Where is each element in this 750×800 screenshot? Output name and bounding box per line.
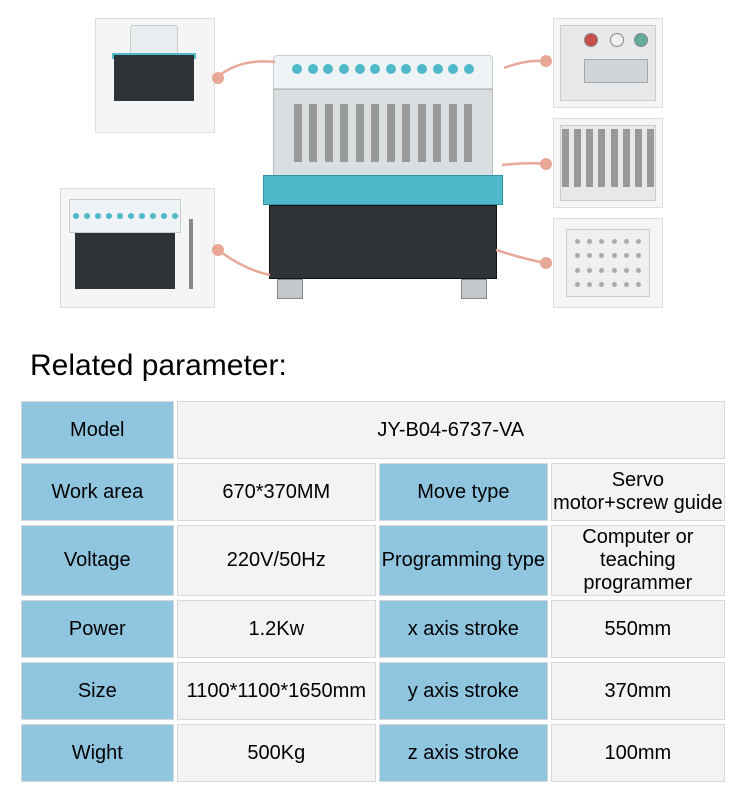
thumb-bottom-left: [60, 188, 215, 308]
value-model: JY-B04-6737-VA: [177, 401, 725, 459]
label-workarea: Work area: [21, 463, 174, 521]
main-machine-illustration: [233, 45, 528, 315]
table-row: Wight 500Kg z axis stroke 100mm: [21, 724, 725, 782]
thumb-right-2: [553, 118, 663, 208]
label-power: Power: [21, 600, 174, 658]
table-row: Model JY-B04-6737-VA: [21, 401, 725, 459]
table-row: Power 1.2Kw x axis stroke 550mm: [21, 600, 725, 658]
label-yaxis: y axis stroke: [379, 662, 548, 720]
thumb-right-1: [553, 18, 663, 108]
label-movetype: Move type: [379, 463, 548, 521]
table-row: Size 1100*1100*1650mm y axis stroke 370m…: [21, 662, 725, 720]
label-voltage: Voltage: [21, 525, 174, 596]
product-diagram: [0, 0, 750, 335]
parameter-table: Model JY-B04-6737-VA Work area 670*370MM…: [18, 397, 728, 786]
thumb-right-3: [553, 218, 663, 308]
value-yaxis: 370mm: [551, 662, 725, 720]
label-zaxis: z axis stroke: [379, 724, 548, 782]
value-zaxis: 100mm: [551, 724, 725, 782]
label-programming: Programming type: [379, 525, 548, 596]
label-model: Model: [21, 401, 174, 459]
label-weight: Wight: [21, 724, 174, 782]
table-row: Work area 670*370MM Move type Servo moto…: [21, 463, 725, 521]
value-movetype: Servo motor+screw guide: [551, 463, 725, 521]
label-size: Size: [21, 662, 174, 720]
value-workarea: 670*370MM: [177, 463, 376, 521]
value-weight: 500Kg: [177, 724, 376, 782]
value-programming: Computer or teaching programmer: [551, 525, 725, 596]
value-xaxis: 550mm: [551, 600, 725, 658]
table-row: Voltage 220V/50Hz Programming type Compu…: [21, 525, 725, 596]
value-size: 1100*1100*1650mm: [177, 662, 376, 720]
section-heading: Related parameter:: [0, 335, 750, 397]
thumb-top-left: [95, 18, 215, 133]
value-power: 1.2Kw: [177, 600, 376, 658]
label-xaxis: x axis stroke: [379, 600, 548, 658]
value-voltage: 220V/50Hz: [177, 525, 376, 596]
